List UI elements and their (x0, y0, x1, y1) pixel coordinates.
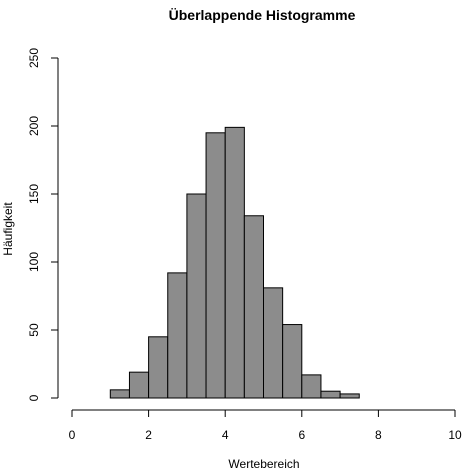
y-tick-label: 50 (27, 323, 41, 337)
y-tick-label: 150 (27, 184, 41, 204)
x-tick-label: 10 (448, 428, 462, 442)
bars-group (109, 126, 360, 399)
x-axis-title: Wertebereich (228, 457, 299, 471)
x-tick-label: 6 (298, 428, 305, 442)
histogram-bar (205, 132, 226, 399)
histogram-bar (339, 393, 360, 399)
y-tick-label: 200 (27, 116, 41, 136)
x-axis: 0 2 4 6 8 10 (69, 409, 462, 442)
histogram-bar (128, 371, 150, 399)
histogram-bar (263, 287, 284, 399)
histogram-bar (109, 389, 130, 399)
y-tick-label: 0 (27, 394, 41, 401)
x-tick-label: 8 (375, 428, 382, 442)
x-tick-label: 0 (69, 428, 76, 442)
chart-title: Überlappende Histogramme (169, 7, 356, 23)
x-tick-label: 2 (145, 428, 152, 442)
y-axis: 0 50 100 150 200 250 (27, 48, 59, 401)
histogram-bar (301, 374, 322, 399)
y-tick-label: 250 (27, 48, 41, 68)
histogram-bar (320, 390, 341, 399)
histogram-bar (167, 272, 188, 399)
y-tick-label: 100 (27, 252, 41, 272)
x-tick-label: 4 (222, 428, 229, 442)
y-axis-title: Häufigkeit (1, 202, 15, 256)
histogram-bar (243, 215, 265, 399)
histogram-bar (224, 126, 245, 399)
histogram-bar (148, 336, 169, 399)
histogram-bar (282, 324, 303, 399)
histogram-bar (186, 193, 207, 399)
